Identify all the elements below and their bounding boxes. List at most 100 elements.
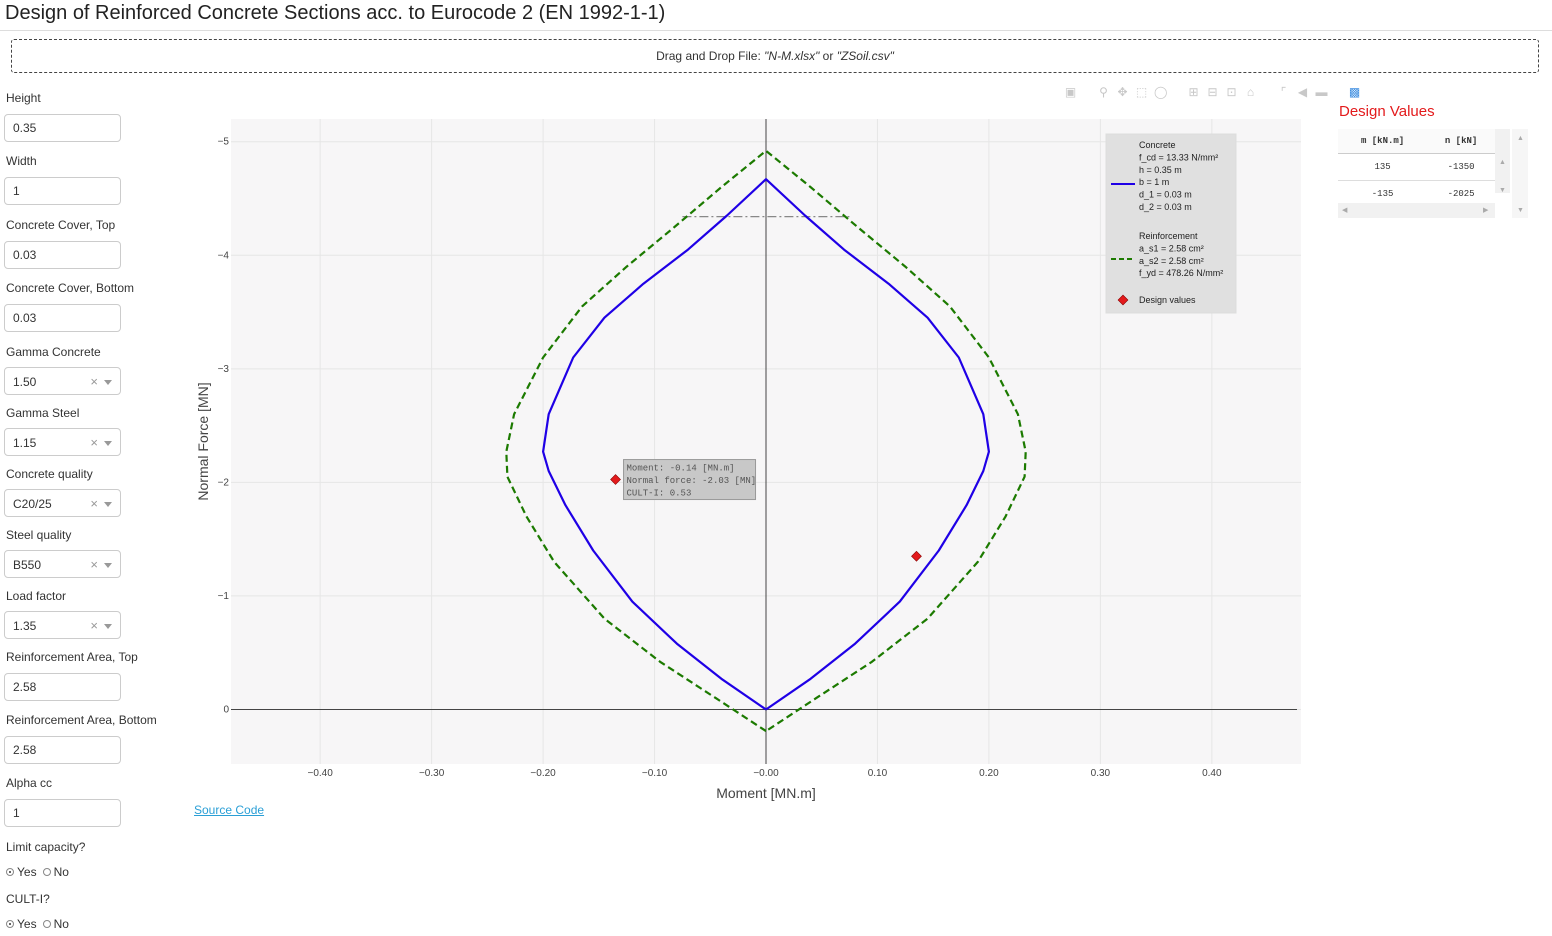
legend-design-label: Design values [1139, 295, 1196, 305]
chevron-down-icon[interactable] [104, 502, 112, 507]
legend-concrete-line: f_cd = 13.33 N/mm² [1139, 152, 1218, 162]
x-tick-label: −0.00 [753, 768, 779, 779]
concrete-quality-select[interactable]: C20/25 × [4, 489, 121, 517]
column-header-n[interactable]: n [kN] [1427, 129, 1495, 154]
gamma-concrete-select[interactable]: 1.50 × [4, 367, 121, 395]
gamma-steel-value: 1.15 [13, 436, 37, 450]
panel-vertical-scrollbar[interactable]: ▲ ▼ [1512, 129, 1528, 218]
load-factor-label: Load factor [6, 589, 67, 603]
limit-capacity-no-radio[interactable] [42, 868, 51, 876]
design-values-title: Design Values [1339, 103, 1435, 120]
steel-quality-select[interactable]: B550 × [4, 550, 121, 578]
table-horizontal-scrollbar[interactable]: ◀ ▶ [1338, 203, 1495, 218]
interaction-diagram-plot[interactable]: −0.40 −0.30 −0.20 −0.10 −0.00 0.10 0.20 0.30 0.4… [180, 100, 1320, 810]
concrete-quality-value: C20/25 [13, 497, 52, 511]
scroll-down-arrow-icon[interactable]: ▼ [1499, 187, 1506, 194]
zoom-in-icon[interactable]: ⊞ [1188, 85, 1199, 99]
cult-i-label: CULT-I? [6, 892, 50, 906]
spike-lines-icon[interactable]: ⌜ [1280, 85, 1287, 99]
chevron-down-icon[interactable] [104, 380, 112, 385]
clear-icon[interactable]: × [90, 374, 98, 389]
width-label: Width [6, 154, 37, 168]
steel-quality-value: B550 [13, 558, 42, 572]
reinf-top-input[interactable]: 2.58 [4, 673, 121, 701]
scroll-up-arrow-icon[interactable]: ▲ [1499, 159, 1506, 166]
gamma-steel-label: Gamma Steel [6, 406, 80, 420]
gamma-concrete-value: 1.50 [13, 375, 37, 389]
limit-capacity-yes-radio[interactable] [6, 868, 14, 876]
file-dropzone[interactable]: Drag and Drop File: "N-M.xlsx" or "ZSoil… [11, 39, 1539, 73]
legend-concrete-line: h = 0.35 m [1139, 165, 1182, 175]
limit-capacity-yes-label[interactable]: Yes [17, 865, 37, 879]
y-tick-label: −1 [218, 591, 230, 602]
box-select-icon[interactable]: ⬚ [1135, 85, 1148, 99]
chevron-down-icon[interactable] [104, 624, 112, 629]
design-point-marker [610, 474, 621, 485]
clear-icon[interactable]: × [90, 435, 98, 450]
steel-quality-label: Steel quality [6, 528, 72, 542]
hover-closest-icon[interactable]: ◀ [1297, 85, 1308, 99]
plot-modebar: ▣ ⚲ ✥ ⬚ ◯ ⊞ ⊟ ⊡ ⌂ ⌜ ◀ ▬ ▩ [1064, 84, 1361, 100]
hover-compare-icon[interactable]: ▬ [1315, 85, 1328, 99]
cover-bottom-label: Concrete Cover, Bottom [6, 281, 135, 295]
load-factor-select[interactable]: 1.35 × [4, 611, 121, 639]
x-tick-label: 0.30 [1091, 768, 1111, 779]
autoscale-icon[interactable]: ⊡ [1226, 85, 1237, 99]
reinforcement-curve [505, 149, 1027, 733]
scroll-down-arrow-icon[interactable]: ▼ [1517, 207, 1524, 214]
legend-box [1105, 133, 1237, 314]
chevron-down-icon[interactable] [104, 563, 112, 568]
legend-reinforcement-title: Reinforcement [1139, 231, 1198, 241]
clear-icon[interactable]: × [90, 618, 98, 633]
chevron-down-icon[interactable] [104, 441, 112, 446]
lasso-select-icon[interactable]: ◯ [1154, 85, 1168, 99]
clear-icon[interactable]: × [90, 496, 98, 511]
scroll-up-arrow-icon[interactable]: ▲ [1517, 135, 1524, 142]
cover-top-input[interactable]: 0.03 [4, 241, 121, 269]
design-values-grid[interactable]: m [kN.m] n [kN] 135 -1350 -135 -2025 [1338, 129, 1495, 208]
title-divider [0, 30, 1552, 31]
cult-i-yes-radio[interactable] [6, 920, 14, 928]
gamma-concrete-label: Gamma Concrete [6, 345, 101, 359]
concrete-curve [542, 178, 991, 711]
y-axis-title: Normal Force [MN] [195, 382, 211, 500]
y-tick-label: −3 [218, 364, 230, 375]
cover-bottom-input[interactable]: 0.03 [4, 304, 121, 332]
camera-icon[interactable]: ▣ [1064, 85, 1077, 99]
legend-design-swatch [1117, 294, 1129, 306]
hover-label-text: Moment: -0.14 [MN.m] [627, 464, 735, 474]
table-row[interactable]: 135 -1350 [1338, 153, 1495, 181]
legend-reinforcement-line: a_s1 = 2.58 cm² [1139, 243, 1204, 253]
interaction-diagram-svg[interactable]: −0.40 −0.30 −0.20 −0.10 −0.00 0.10 0.20 0.30 0.4… [180, 100, 1320, 810]
limit-capacity-label: Limit capacity? [6, 840, 86, 854]
cult-i-no-radio[interactable] [42, 920, 51, 928]
alpha-cc-input[interactable]: 1 [4, 799, 121, 827]
height-input[interactable]: 0.35 [4, 114, 121, 142]
dropzone-file-xlsx: "N-M.xlsx" [764, 49, 820, 63]
gamma-steel-select[interactable]: 1.15 × [4, 428, 121, 456]
x-axis-title: Moment [MN.m] [716, 785, 816, 801]
table-cell[interactable]: -1350 [1427, 153, 1495, 181]
cult-i-yes-label[interactable]: Yes [17, 917, 37, 931]
zoom-icon[interactable]: ⚲ [1099, 85, 1108, 99]
pan-icon[interactable]: ✥ [1117, 85, 1128, 99]
reinf-bottom-label: Reinforcement Area, Bottom [6, 713, 157, 727]
legend-reinforcement-line: f_yd = 478.26 N/mm² [1139, 268, 1223, 278]
dropzone-or: or [819, 49, 837, 63]
table-cell[interactable]: 135 [1338, 153, 1428, 181]
scroll-left-arrow-icon[interactable]: ◀ [1342, 207, 1348, 214]
cult-i-no-label[interactable]: No [53, 917, 69, 931]
design-values-table[interactable]: m [kN.m] n [kN] 135 -1350 -135 -2025 ▲ ▼… [1338, 129, 1528, 219]
reset-axes-icon[interactable]: ⌂ [1246, 85, 1255, 99]
table-vertical-scrollbar[interactable]: ▲ ▼ [1495, 129, 1510, 194]
plotly-logo-icon[interactable]: ▩ [1348, 85, 1361, 99]
clear-icon[interactable]: × [90, 557, 98, 572]
zoom-out-icon[interactable]: ⊟ [1207, 85, 1218, 99]
source-code-link[interactable]: Source Code [194, 803, 265, 817]
width-input[interactable]: 1 [4, 177, 121, 205]
column-header-m[interactable]: m [kN.m] [1338, 129, 1428, 154]
x-tick-label: 0.10 [868, 768, 888, 779]
limit-capacity-no-label[interactable]: No [53, 865, 69, 879]
reinf-bottom-input[interactable]: 2.58 [4, 736, 121, 764]
scroll-right-arrow-icon[interactable]: ▶ [1483, 207, 1489, 214]
